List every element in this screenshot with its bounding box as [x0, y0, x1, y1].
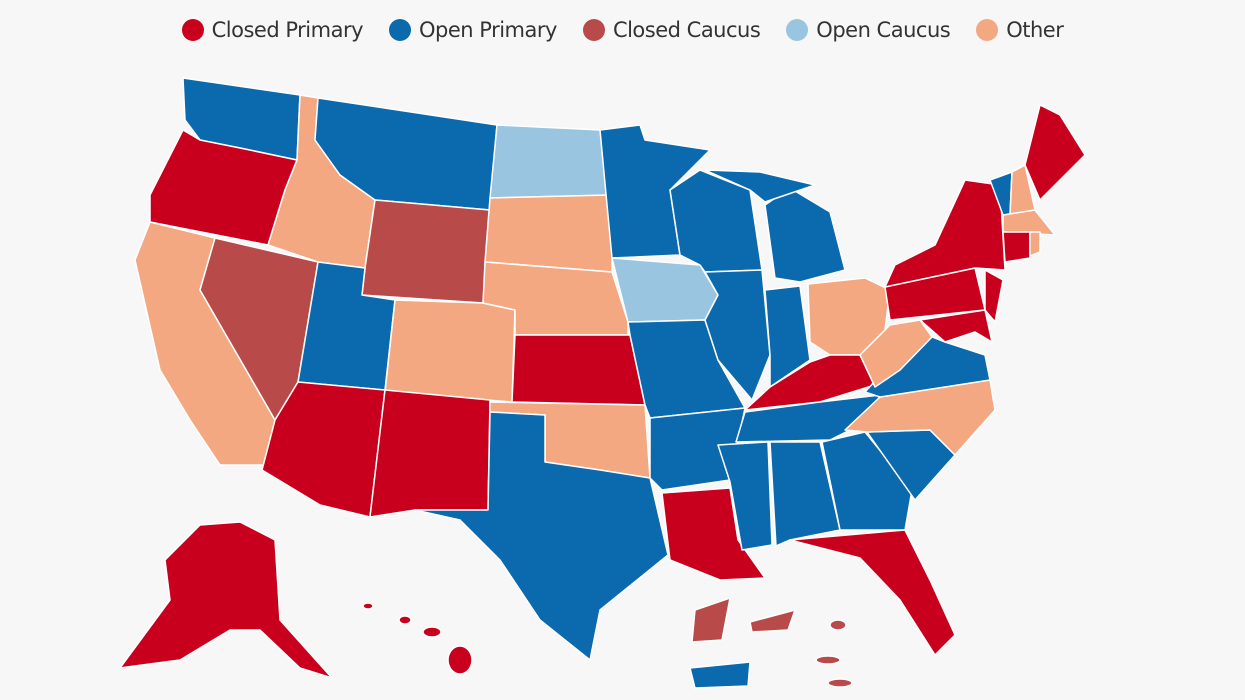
legend-label: Open Caucus: [816, 18, 951, 42]
region: [769, 441, 841, 547]
region: [704, 269, 771, 401]
region: [511, 334, 646, 406]
region: [844, 379, 996, 456]
region: [649, 407, 746, 491]
region: [1024, 104, 1086, 201]
region: [704, 169, 816, 203]
states: [119, 77, 1086, 689]
region: [384, 299, 516, 403]
region: [484, 194, 613, 273]
legend-swatch: [976, 19, 999, 41]
legend-item: Closed Caucus: [582, 18, 761, 42]
region: [1002, 209, 1056, 236]
region: [827, 678, 853, 688]
region: [361, 199, 491, 304]
legend-swatch: [181, 19, 204, 41]
region: [422, 626, 442, 638]
region: [984, 269, 1004, 323]
legend-swatch: [582, 19, 605, 41]
region: [599, 124, 711, 259]
region: [691, 597, 731, 643]
region: [789, 529, 956, 656]
region: [749, 609, 796, 633]
region: [815, 655, 841, 665]
region: [821, 431, 913, 531]
region: [1029, 231, 1041, 257]
legend-label: Closed Caucus: [612, 18, 761, 42]
region: [744, 354, 876, 411]
legend-label: Closed Primary: [211, 18, 364, 42]
legend: Closed Primary Open Primary Closed Caucus O…: [0, 18, 1245, 42]
region: [859, 319, 933, 388]
legend-label: Open Primary: [419, 18, 557, 42]
region: [764, 285, 811, 388]
legend-label: Other: [1006, 18, 1064, 42]
legend-item: Open Caucus: [786, 18, 951, 42]
region: [398, 615, 412, 625]
region: [829, 619, 847, 631]
region: [764, 187, 846, 283]
region: [414, 411, 669, 661]
region: [689, 661, 751, 689]
region: [447, 645, 473, 675]
region: [369, 389, 491, 518]
legend-swatch: [389, 19, 412, 41]
region: [1002, 231, 1031, 263]
legend-swatch: [786, 19, 809, 41]
legend-item: Open Primary: [389, 18, 557, 42]
legend-item: Closed Primary: [181, 18, 364, 42]
region: [362, 602, 374, 610]
region: [919, 309, 993, 343]
region: [717, 441, 773, 551]
region: [119, 521, 333, 679]
region: [661, 487, 766, 581]
region: [489, 124, 611, 199]
legend-item: Other: [976, 18, 1064, 42]
